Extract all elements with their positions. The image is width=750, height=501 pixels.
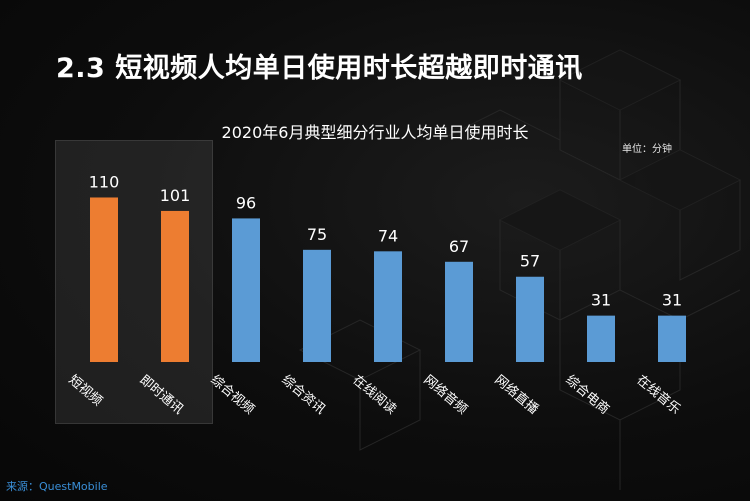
bar-5 bbox=[374, 251, 402, 362]
category-label-6: 网络音频 bbox=[420, 372, 470, 418]
data-label-8: 31 bbox=[591, 291, 611, 310]
chart-title: 2020年6月典型细分行业人均单日使用时长 bbox=[221, 123, 529, 142]
category-label-9: 在线音乐 bbox=[633, 372, 683, 418]
data-label-7: 57 bbox=[520, 252, 540, 271]
category-label-7: 网络直播 bbox=[491, 372, 541, 418]
data-label-2: 101 bbox=[160, 186, 191, 205]
slide-title: 2.3 短视频人均单日使用时长超越即时通讯 bbox=[56, 53, 583, 84]
category-label-1: 短视频 bbox=[65, 373, 105, 410]
data-label-9: 31 bbox=[662, 291, 682, 310]
bar-6 bbox=[445, 261, 473, 362]
unit-note: 单位：分钟 bbox=[622, 144, 672, 155]
data-label-3: 96 bbox=[236, 193, 256, 212]
data-label-4: 75 bbox=[307, 225, 327, 244]
bar-8 bbox=[587, 315, 615, 362]
data-label-1: 110 bbox=[89, 172, 120, 191]
category-label-3: 综合视频 bbox=[207, 373, 256, 418]
bar-4 bbox=[303, 249, 331, 362]
source-note: 来源：QuestMobile bbox=[6, 480, 108, 493]
bar-2 bbox=[161, 210, 189, 362]
bar-7 bbox=[516, 276, 544, 362]
bar-9 bbox=[658, 315, 686, 362]
bar-1 bbox=[90, 197, 118, 362]
bar-3 bbox=[232, 218, 260, 362]
category-label-8: 综合电商 bbox=[562, 373, 611, 418]
category-label-2: 即时通讯 bbox=[136, 373, 185, 418]
category-label-5: 在线阅读 bbox=[349, 373, 398, 418]
data-label-6: 67 bbox=[449, 237, 469, 256]
category-label-4: 综合资讯 bbox=[278, 373, 327, 418]
data-label-5: 74 bbox=[378, 226, 398, 245]
